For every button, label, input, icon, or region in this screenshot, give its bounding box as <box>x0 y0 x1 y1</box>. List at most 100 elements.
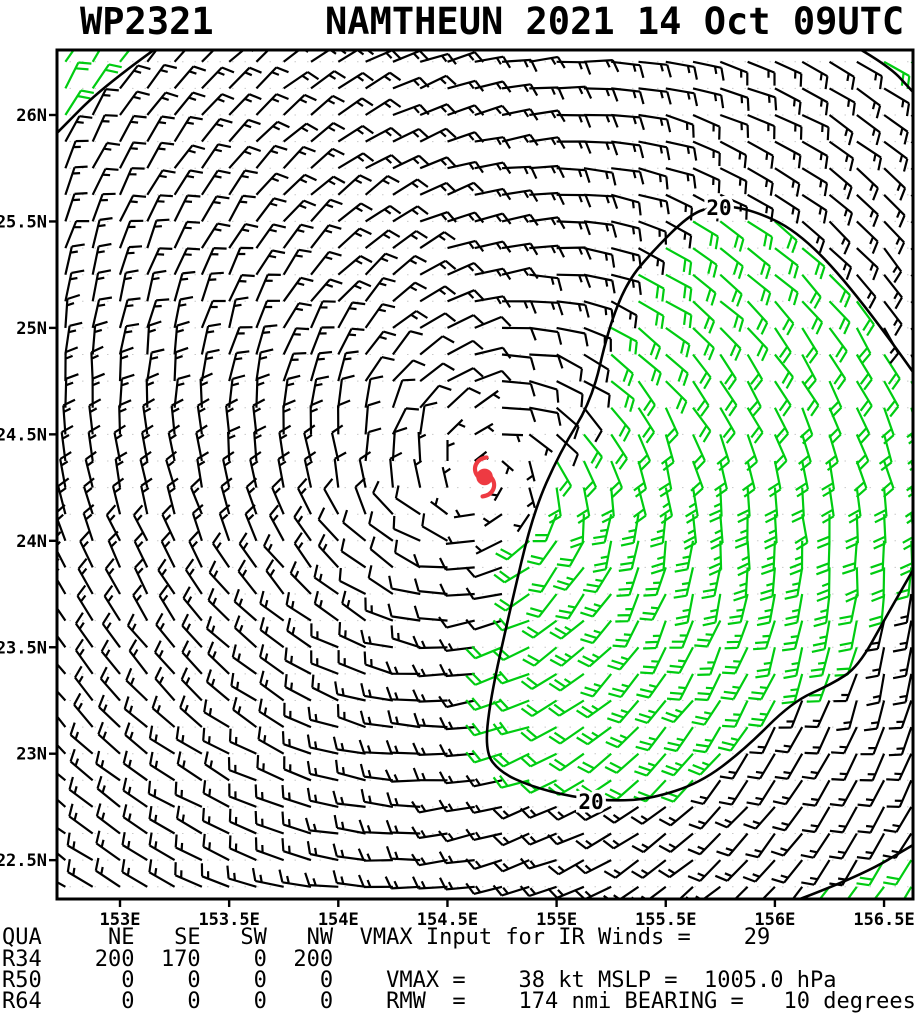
wind-barb <box>281 811 312 835</box>
wind-barb <box>603 885 640 899</box>
wind-barb <box>64 50 75 63</box>
wind-barb <box>665 140 698 161</box>
wind-barb <box>201 66 235 90</box>
wind-barb <box>148 832 176 862</box>
wind-barb <box>747 140 775 169</box>
wind-barb <box>773 433 788 471</box>
wind-barb <box>337 327 365 356</box>
wind-barb <box>719 87 750 111</box>
wind-barb <box>658 460 673 498</box>
wind-barb <box>526 540 558 566</box>
lat-label: 23.5N <box>0 638 47 658</box>
wind-barb <box>838 620 858 653</box>
wind-barb <box>365 204 402 223</box>
wind-barb <box>412 876 448 890</box>
wind-barb <box>636 673 667 699</box>
wind-barb <box>519 805 558 819</box>
wind-barb <box>618 540 640 572</box>
wind-barb <box>293 505 312 542</box>
wind-barb <box>392 330 423 356</box>
wind-barb <box>474 80 512 93</box>
wind-barb <box>673 567 695 599</box>
wind-barb <box>719 220 745 252</box>
wind-barb <box>547 832 585 846</box>
wind-barb <box>310 278 343 303</box>
wind-barb <box>465 618 503 631</box>
wind-barb <box>255 50 270 63</box>
wind-barb <box>200 863 230 888</box>
wind-barb <box>333 814 366 835</box>
wind-barb <box>784 567 804 600</box>
wind-barb <box>335 759 366 782</box>
wind-barb <box>104 558 121 595</box>
wind-barb <box>856 167 879 201</box>
wind-barb <box>66 832 94 862</box>
wind-barb <box>364 303 396 329</box>
wind-barb <box>284 673 312 702</box>
wind-barb <box>226 865 257 888</box>
wind-barb <box>146 320 162 355</box>
wind-barb <box>630 806 667 825</box>
wind-barb <box>77 558 94 595</box>
wind-barb <box>228 326 253 355</box>
wind-barb <box>200 195 230 222</box>
wind-barb <box>834 646 858 677</box>
wind-barb <box>256 755 285 782</box>
wind-barb <box>255 93 289 116</box>
wind-barb <box>883 380 900 418</box>
wind-barb <box>118 297 141 329</box>
wind-barb <box>259 644 285 675</box>
wind-barb <box>255 348 274 382</box>
wind-barb <box>430 497 449 516</box>
wind-barb <box>687 752 722 776</box>
wind-barb <box>719 300 745 333</box>
stats-line-r34: R34 200 170 0 200 <box>2 947 334 972</box>
wind-barb <box>118 373 135 408</box>
wind-barb <box>801 753 831 780</box>
wind-barb <box>580 619 613 645</box>
wind-barb <box>548 726 585 745</box>
wind-barb <box>556 353 583 382</box>
wind-barb <box>736 487 751 524</box>
lon-label: 153E <box>100 910 141 930</box>
wind-barb <box>118 245 143 276</box>
wind-barb <box>501 266 539 280</box>
wind-barb <box>665 113 695 138</box>
wind-barb <box>634 699 667 724</box>
wind-barb <box>259 670 285 702</box>
wind-barb <box>609 460 624 498</box>
wind-barb <box>310 175 346 196</box>
wind-barb <box>413 712 448 729</box>
wind-barb <box>855 353 873 391</box>
wind-barb <box>255 223 287 249</box>
wind-barb <box>391 407 419 435</box>
wind-barb <box>774 113 803 140</box>
wind-barb <box>228 93 262 116</box>
wind-barb <box>412 742 448 756</box>
wind-barb <box>57 623 67 648</box>
wind-barb <box>746 779 776 806</box>
wind-barb <box>856 87 882 119</box>
wind-barb <box>411 853 448 867</box>
wind-barb <box>801 167 829 197</box>
wind-barb <box>384 876 421 890</box>
wind-barb <box>529 353 564 369</box>
wind-barb <box>719 273 743 307</box>
wind-barb <box>856 60 883 90</box>
wind-barb <box>873 487 888 524</box>
lon-label: 154.5E <box>417 910 478 930</box>
wind-barb <box>438 616 475 629</box>
wind-barb <box>474 422 495 436</box>
wind-barb <box>255 373 270 408</box>
wind-barb <box>521 619 558 639</box>
wind-barb <box>474 315 512 329</box>
wind-barb <box>446 418 466 436</box>
wind-barb <box>892 673 913 706</box>
wind-barb <box>203 699 230 729</box>
wind-barb <box>364 229 401 249</box>
wind-barb <box>610 247 642 269</box>
wind-barb <box>57 851 67 861</box>
wind-barb <box>233 615 258 649</box>
wind-barb <box>637 407 656 444</box>
